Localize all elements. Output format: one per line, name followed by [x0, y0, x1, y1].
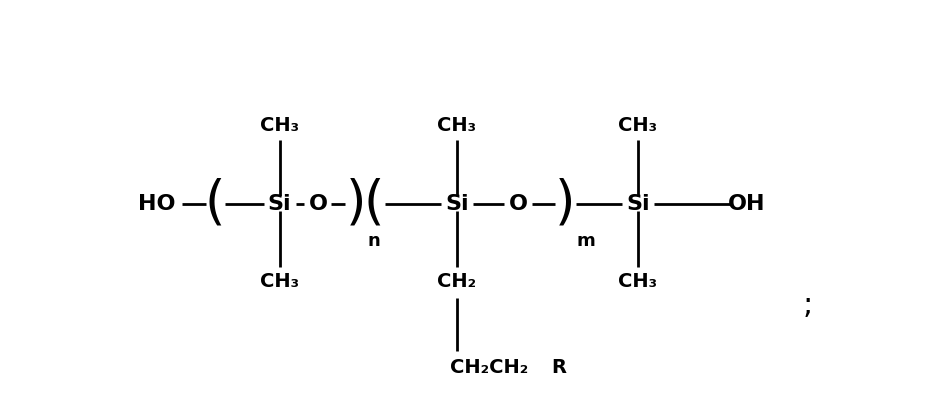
- Text: OH: OH: [728, 193, 765, 214]
- Text: CH₃: CH₃: [618, 272, 658, 291]
- Text: Si: Si: [268, 193, 291, 214]
- Text: CH₃: CH₃: [437, 116, 476, 135]
- Text: CH₂CH₂: CH₂CH₂: [450, 359, 528, 378]
- Text: (: (: [363, 177, 384, 230]
- Text: CH₃: CH₃: [260, 116, 299, 135]
- Text: O: O: [308, 193, 328, 214]
- Text: HO: HO: [138, 193, 176, 214]
- Text: CH₃: CH₃: [260, 272, 299, 291]
- Text: (: (: [205, 177, 225, 230]
- Text: ): ): [556, 177, 575, 230]
- Text: Si: Si: [446, 193, 469, 214]
- Text: R: R: [551, 359, 566, 378]
- Text: m: m: [576, 232, 595, 250]
- Text: ): ): [346, 177, 366, 230]
- Text: n: n: [367, 232, 380, 250]
- Text: ;: ;: [803, 290, 814, 319]
- Text: CH₂: CH₂: [437, 272, 476, 291]
- Text: CH₃: CH₃: [618, 116, 658, 135]
- Text: O: O: [509, 193, 528, 214]
- Text: Si: Si: [626, 193, 650, 214]
